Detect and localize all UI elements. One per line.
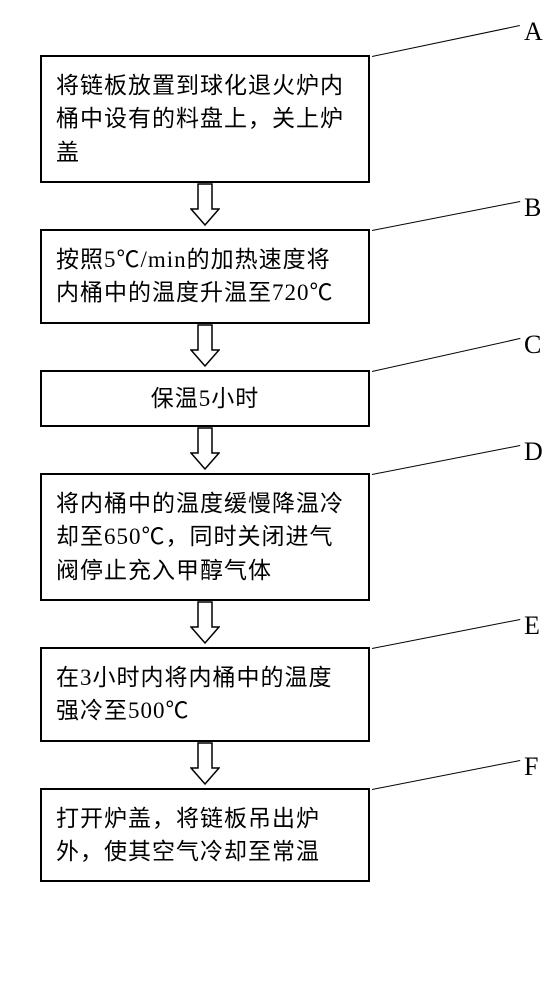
label-leader-line <box>372 338 520 372</box>
step-label-E: E <box>524 611 540 641</box>
flow-arrow <box>190 324 220 370</box>
label-leader-line <box>372 25 520 57</box>
label-leader-line <box>372 760 520 790</box>
flow-step-box-D: 将内桶中的温度缓慢降温冷却至650℃，同时关闭进气阀停止充入甲醇气体 <box>40 473 370 601</box>
flow-step-box-E: 在3小时内将内桶中的温度强冷至500℃ <box>40 647 370 742</box>
flow-step-box-F: 打开炉盖，将链板吊出炉外，使其空气冷却至常温 <box>40 788 370 883</box>
flow-step-box-C: 保温5小时 <box>40 370 370 427</box>
flow-arrow <box>190 183 220 229</box>
flow-step-row: 打开炉盖，将链板吊出炉外，使其空气冷却至常温F <box>40 788 520 883</box>
flow-step-row: 将链板放置到球化退火炉内桶中设有的料盘上，关上炉盖A <box>40 55 520 183</box>
flow-arrow <box>190 427 220 473</box>
flow-step-box-B: 按照5℃/min的加热速度将内桶中的温度升温至720℃ <box>40 229 370 324</box>
label-leader-line <box>372 619 520 649</box>
flow-step-row: 在3小时内将内桶中的温度强冷至500℃E <box>40 647 520 742</box>
arrow-wrap <box>40 183 370 229</box>
flow-arrow <box>190 601 220 647</box>
step-label-F: F <box>524 752 538 782</box>
step-label-C: C <box>524 330 541 360</box>
arrow-wrap <box>40 324 370 370</box>
label-leader-line <box>372 201 520 231</box>
label-leader-line <box>372 445 520 475</box>
step-label-B: B <box>524 193 541 223</box>
flow-step-box-A: 将链板放置到球化退火炉内桶中设有的料盘上，关上炉盖 <box>40 55 370 183</box>
arrow-wrap <box>40 601 370 647</box>
flow-step-row: 保温5小时C <box>40 370 520 427</box>
step-label-A: A <box>524 17 543 47</box>
flow-step-row: 按照5℃/min的加热速度将内桶中的温度升温至720℃B <box>40 229 520 324</box>
arrow-wrap <box>40 742 370 788</box>
flow-step-row: 将内桶中的温度缓慢降温冷却至650℃，同时关闭进气阀停止充入甲醇气体D <box>40 473 520 601</box>
flow-arrow <box>190 742 220 788</box>
flowchart-container: 将链板放置到球化退火炉内桶中设有的料盘上，关上炉盖A 按照5℃/min的加热速度将… <box>40 55 520 882</box>
arrow-wrap <box>40 427 370 473</box>
step-label-D: D <box>524 437 543 467</box>
